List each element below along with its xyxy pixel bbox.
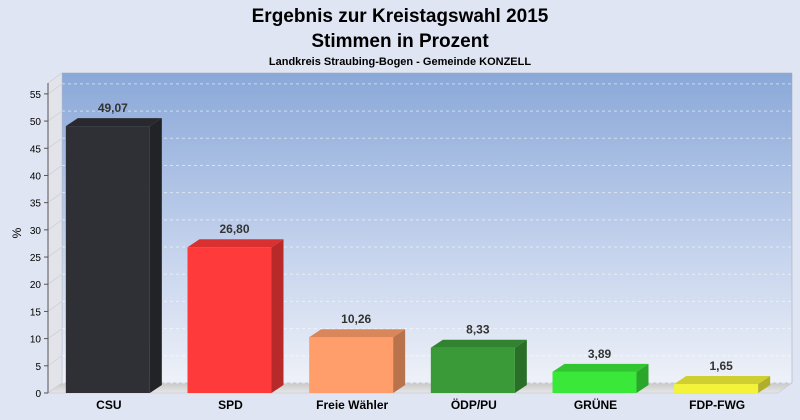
- bar-side: [758, 376, 771, 393]
- bar-value-label: 49,07: [98, 101, 128, 115]
- axis-layer: 0 5 10 15 20 25 30 35 40 45 50 55: [30, 83, 49, 400]
- bar-side: [636, 363, 649, 393]
- y-tick-label: 5: [35, 362, 41, 373]
- chart-subtitle: Stimmen in Prozent: [311, 31, 489, 52]
- bar-top: [674, 376, 771, 385]
- bar-value-label: 8,33: [466, 323, 490, 337]
- y-tick-label: 0: [35, 389, 41, 400]
- bar-top: [552, 363, 649, 372]
- bar-spd: [187, 247, 272, 393]
- bar-top: [187, 239, 284, 248]
- bar-csu: [65, 126, 150, 394]
- grid-layer: [47, 83, 792, 394]
- bar-top: [430, 339, 527, 348]
- bar-ödp-pu: [430, 347, 515, 393]
- bar-top: [309, 329, 406, 338]
- bar-side: [271, 239, 284, 393]
- gridline-side: [47, 192, 63, 203]
- chart-title: Ergebnis zur Kreistagswahl 2015: [252, 6, 549, 27]
- gridline-side: [47, 301, 63, 312]
- x-tick-label: GRÜNE: [574, 397, 617, 412]
- y-tick-label: 10: [30, 335, 42, 346]
- bar-value-label: 1,65: [709, 359, 733, 373]
- gridline-side: [47, 382, 63, 394]
- plot-side-wall: [47, 72, 63, 394]
- plot-back-wall: [61, 72, 793, 384]
- gridline-side: [47, 110, 63, 122]
- gridline-side: [47, 246, 63, 258]
- y-tick-label: 25: [30, 253, 42, 264]
- labels-layer: 49,07 CSU 26,80 SPD 10,26 Freie Wähler 8,33 ÖDP…: [96, 101, 745, 412]
- bar-value-label: 26,80: [219, 222, 249, 236]
- bar-side: [149, 118, 162, 394]
- gridline-side: [47, 165, 63, 176]
- bar-value-label: 3,89: [588, 347, 612, 361]
- bar-freie-wähler: [309, 337, 394, 393]
- y-tick-label: 35: [30, 199, 42, 210]
- gridline-side: [47, 219, 63, 231]
- x-tick-label: Freie Wähler: [316, 398, 388, 412]
- y-tick-label: 15: [30, 307, 42, 318]
- bars-layer: [65, 118, 771, 394]
- gridline-side: [47, 138, 63, 149]
- gridline-side: [47, 328, 63, 339]
- gridline-side: [47, 273, 63, 285]
- bar-fdp-fwg: [674, 384, 759, 393]
- y-tick-label: 40: [30, 171, 42, 182]
- bar-grüne: [552, 371, 637, 393]
- x-tick-label: FDP-FWG: [689, 398, 745, 412]
- x-tick-label: SPD: [218, 398, 243, 412]
- y-tick-label: 45: [30, 144, 42, 155]
- y-tick-label: 55: [30, 90, 42, 101]
- bar-value-label: 10,26: [341, 312, 371, 326]
- x-tick-label: CSU: [96, 398, 121, 412]
- chart-caption: Landkreis Straubing-Bogen - Gemeinde KON…: [269, 56, 531, 68]
- x-tick-label: ÖDP/PU: [451, 397, 497, 412]
- y-tick-label: 30: [30, 226, 42, 237]
- y-tick-label: 50: [30, 117, 42, 128]
- gridline-side: [47, 83, 63, 95]
- bar-top: [65, 118, 162, 127]
- gridline-side: [47, 355, 63, 367]
- y-axis-label: %: [10, 227, 24, 238]
- bar-side: [393, 329, 406, 393]
- y-tick-label: 20: [30, 280, 42, 291]
- bar-side: [514, 339, 527, 393]
